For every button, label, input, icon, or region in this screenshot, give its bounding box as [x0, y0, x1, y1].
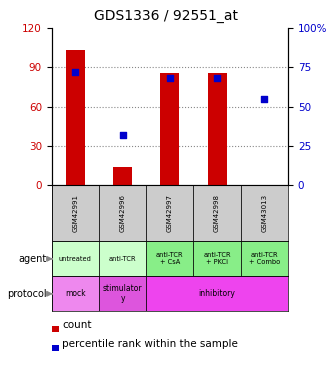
Bar [208, 73, 226, 185]
Text: GSM42996: GSM42996 [120, 194, 126, 232]
Bar [99, 185, 146, 242]
Bar [52, 276, 99, 311]
Text: anti-TCR
+ PKCi: anti-TCR + PKCi [203, 252, 231, 266]
Text: anti-TCR: anti-TCR [109, 256, 136, 262]
Text: stimulator
y: stimulator y [103, 284, 142, 303]
Text: mock: mock [65, 289, 86, 298]
Bar [146, 242, 193, 276]
Text: GSM42991: GSM42991 [72, 194, 78, 232]
Text: GSM42998: GSM42998 [214, 194, 220, 232]
Bar [161, 73, 179, 185]
Point [73, 69, 78, 75]
Text: inhibitory: inhibitory [199, 289, 235, 298]
Text: GSM42997: GSM42997 [167, 194, 173, 232]
Bar [99, 276, 146, 311]
Text: agent: agent [19, 254, 47, 264]
Bar [66, 50, 85, 185]
Text: GSM43013: GSM43013 [261, 194, 267, 232]
Point [214, 75, 220, 81]
Bar [99, 242, 146, 276]
Bar [193, 185, 241, 242]
Bar [52, 185, 99, 242]
Bar [146, 185, 193, 242]
Text: protocol: protocol [7, 289, 47, 299]
Text: count: count [62, 320, 92, 330]
Point [167, 75, 172, 81]
Bar [146, 276, 288, 311]
Bar [241, 242, 288, 276]
Text: anti-TCR
+ CsA: anti-TCR + CsA [156, 252, 183, 266]
Bar [113, 167, 132, 185]
Bar [241, 185, 288, 242]
Bar [193, 242, 241, 276]
Text: untreated: untreated [59, 256, 92, 262]
Text: anti-TCR
+ Combo: anti-TCR + Combo [249, 252, 280, 266]
Point [120, 132, 125, 138]
Text: percentile rank within the sample: percentile rank within the sample [62, 339, 238, 349]
Point [262, 96, 267, 102]
Text: GDS1336 / 92551_at: GDS1336 / 92551_at [95, 9, 238, 23]
Bar [52, 242, 99, 276]
